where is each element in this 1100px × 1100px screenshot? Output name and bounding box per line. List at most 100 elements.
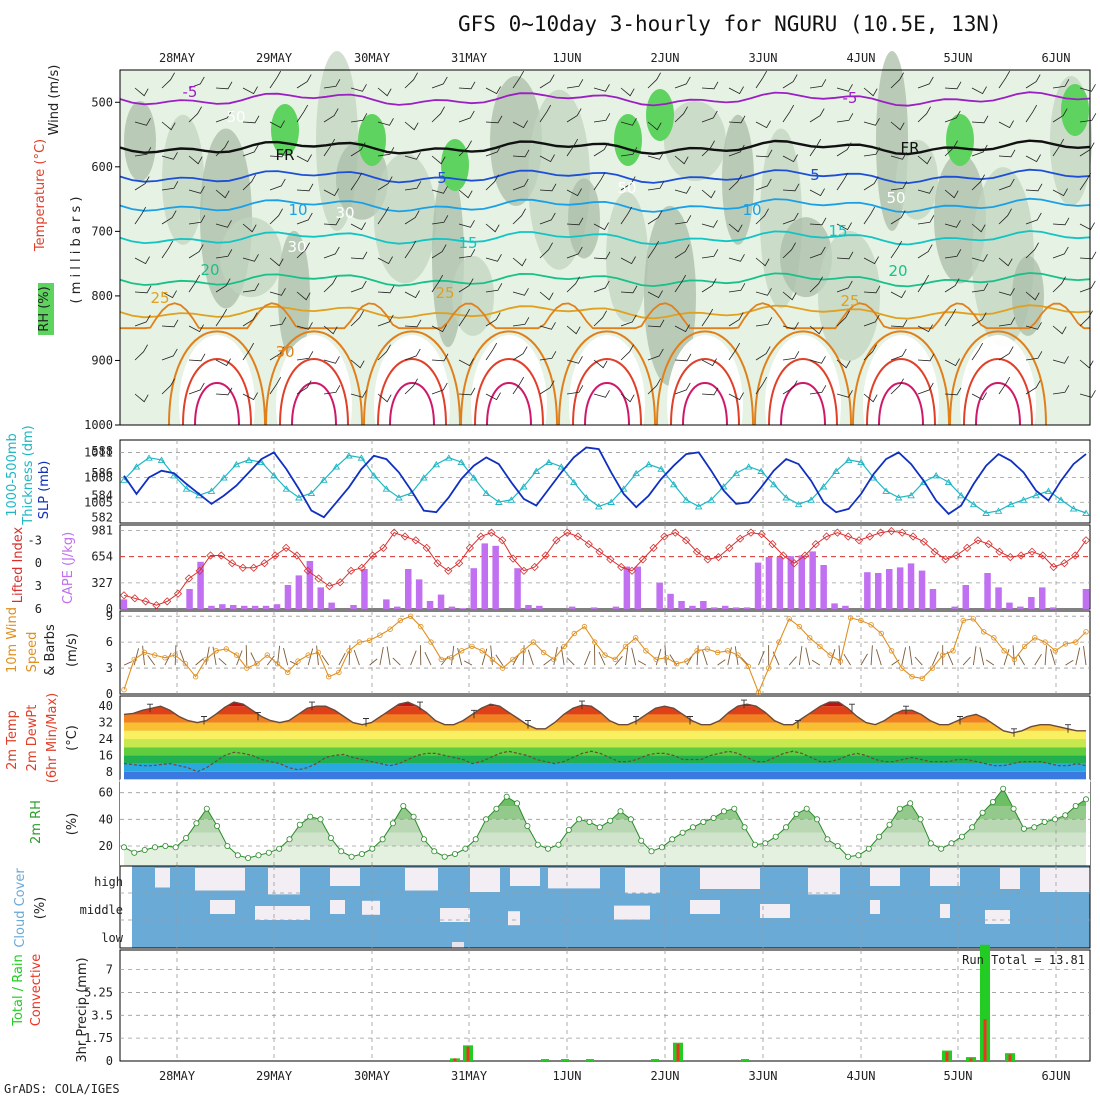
wind-barb (269, 70, 282, 89)
slp-tick-label: 1011 (84, 445, 113, 459)
cape-bar (415, 579, 423, 609)
rh2m-marker (193, 820, 200, 827)
isotherm-diurnal (780, 382, 826, 426)
rh2m-marker (234, 852, 241, 859)
wind10-marker (735, 652, 741, 658)
lifted-index-marker (984, 539, 993, 549)
lifted-index-marker (1060, 559, 1069, 568)
wind-barb (728, 283, 746, 293)
wind10-marker (714, 649, 721, 656)
rh2m-marker (927, 840, 934, 847)
wind-barb (296, 291, 311, 301)
precip-trace-bar (741, 1059, 749, 1061)
wind-barb (1025, 212, 1042, 225)
rh-region (1012, 255, 1044, 336)
wind-barb (782, 380, 798, 395)
wind10-marker (817, 643, 823, 650)
grads-credit: GrADS: COLA/IGES (4, 1082, 120, 1096)
cape-bar (525, 605, 532, 609)
wind10-marker (827, 652, 833, 658)
wind10-marker (305, 652, 311, 658)
wind-barb (728, 86, 744, 95)
precip-trace-bar (541, 1059, 549, 1061)
wind-barb (782, 291, 797, 301)
wind-barb (1025, 183, 1043, 192)
slp-tick-label: 1008 (84, 470, 113, 484)
wind10-marker (233, 652, 240, 658)
wind-barb (350, 222, 366, 231)
wind-barb (350, 142, 366, 157)
thickness-marker (245, 456, 253, 463)
wind-barb (890, 72, 904, 89)
thickness-marker (807, 496, 815, 503)
wind-barb (890, 152, 907, 160)
cape-bar (426, 601, 434, 609)
rh2m-marker (296, 821, 303, 828)
wind10-marker (418, 623, 424, 630)
wind10-marker (766, 665, 772, 671)
cape-bar (700, 601, 707, 609)
cloud-high-gap (870, 868, 900, 886)
wind-barb (1025, 74, 1041, 89)
rh2m-marker (203, 805, 210, 812)
thickness-marker (619, 485, 628, 492)
rh2m-marker (741, 824, 748, 831)
date-label-top: 1JUN (553, 51, 582, 65)
precip-tick-label: 7 (106, 963, 113, 977)
wind-barb (647, 72, 661, 89)
wind-barb (890, 348, 907, 361)
wind-barb (647, 240, 660, 259)
lifted-index-marker (703, 555, 712, 564)
contour-label: -5 (843, 89, 858, 107)
rh2m-marker (627, 816, 634, 823)
ylabel-temp-units: (°C) (65, 725, 80, 751)
cape-bar (776, 557, 784, 609)
contour-label: -5 (183, 83, 198, 101)
warm-layer-shading (179, 335, 1036, 475)
wind10-marker (592, 639, 598, 645)
wind-barb (161, 121, 176, 131)
cloud-mid-gap (440, 908, 470, 922)
precip-tick-label: 5.25 (84, 985, 113, 999)
isotherm-line (119, 139, 1091, 156)
lifted-index-marker (757, 530, 766, 539)
wind10-marker (694, 648, 700, 654)
wind-barb (296, 322, 313, 330)
wind10-barb (490, 645, 493, 666)
wind-barb (458, 189, 473, 199)
wind-barb (674, 186, 691, 194)
lifted-index-marker (141, 597, 150, 606)
wind10-barb (717, 659, 726, 666)
wind10-marker (612, 656, 618, 663)
wind-barb (971, 115, 989, 124)
wind10-marker (295, 658, 301, 664)
cape-bar (623, 566, 631, 609)
wind-barb (566, 108, 582, 123)
isotherm-diurnal (486, 382, 532, 426)
ylabel-cloud-units: (%) (33, 897, 48, 920)
rh2m-marker (420, 836, 427, 843)
cloud-level-label: middle (80, 903, 123, 917)
wind-barb (971, 392, 987, 401)
wind-barb (458, 278, 474, 293)
cape-bar (350, 605, 357, 609)
wind10-barb (266, 655, 275, 666)
rh-region (606, 192, 648, 323)
wind-barb (134, 176, 150, 191)
wind-barb (161, 210, 177, 225)
wind-barb (188, 215, 206, 225)
temp2m-tick-label: 40 (99, 699, 113, 713)
cloud-mid-gap (362, 900, 380, 915)
thickness-tick-label: 588 (91, 444, 113, 458)
temp-bands (124, 702, 1086, 780)
wind10-barb (133, 648, 140, 666)
wind-barb (485, 254, 502, 262)
wind10-barb (860, 653, 868, 666)
cloud-high-gap (195, 868, 245, 891)
rh2m-marker (1041, 819, 1048, 826)
wind-barb (269, 346, 285, 361)
wind10-barb (1065, 659, 1074, 666)
wind10-barb (212, 646, 217, 666)
wind10-barb (908, 646, 913, 666)
date-label-top: 28MAY (159, 51, 196, 65)
